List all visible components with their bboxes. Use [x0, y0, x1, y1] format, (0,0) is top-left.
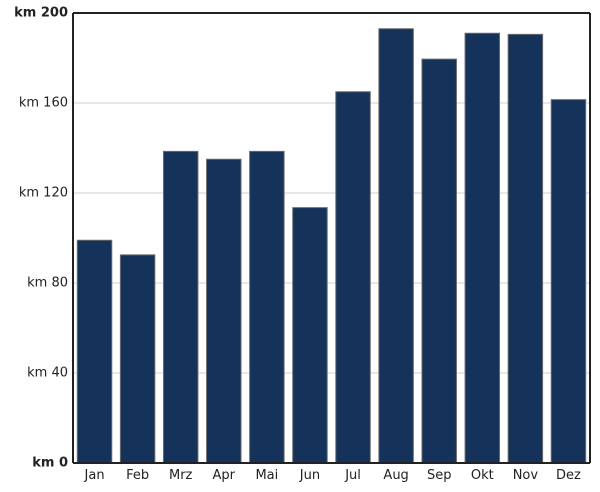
y-tick-label: km 80 [27, 276, 68, 291]
y-tick-label: km 200 [14, 6, 68, 21]
bar-mai [249, 150, 285, 464]
axes [72, 12, 591, 464]
x-tick-label: Feb [126, 468, 149, 483]
bar-jun [292, 207, 328, 464]
x-tick-label: Jun [299, 468, 320, 483]
x-tick-label: Aug [383, 468, 408, 483]
x-tick-label: Dez [556, 468, 581, 483]
bar-sep [421, 58, 457, 464]
y-tick-label: km 160 [19, 96, 68, 111]
bar-apr [206, 158, 242, 464]
x-tick-label: Okt [471, 468, 494, 483]
x-tick-label: Jul [344, 468, 361, 483]
bars [76, 28, 587, 464]
x-tick-label: Nov [513, 468, 539, 483]
bar-jan [76, 239, 113, 464]
y-tick-label: km 40 [27, 366, 68, 381]
x-tick-label: Sep [427, 468, 452, 483]
bar-okt [464, 32, 501, 464]
x-tick-label: Apr [213, 468, 236, 483]
plot-background [73, 13, 590, 463]
bar-jul [335, 91, 371, 464]
x-tick-label: Mrz [169, 468, 193, 483]
bar-dez [550, 99, 587, 464]
bar-aug [378, 28, 414, 464]
y-tick-label: km 120 [19, 186, 68, 201]
y-tick-label: km 0 [32, 456, 68, 471]
y-tick-labels: km 0 km 40 km 80 km 120 km 160 km 200 [14, 6, 68, 471]
bar-feb [119, 254, 156, 464]
bar-nov [507, 33, 544, 464]
x-tick-labels: Jan Feb Mrz Apr Mai Jun Jul Aug Sep Okt Nov Dez [84, 468, 582, 483]
x-tick-label: Jan [84, 468, 105, 483]
x-tick-label: Mai [255, 468, 278, 483]
gridlines [73, 102, 590, 374]
bar-mrz [162, 150, 199, 464]
